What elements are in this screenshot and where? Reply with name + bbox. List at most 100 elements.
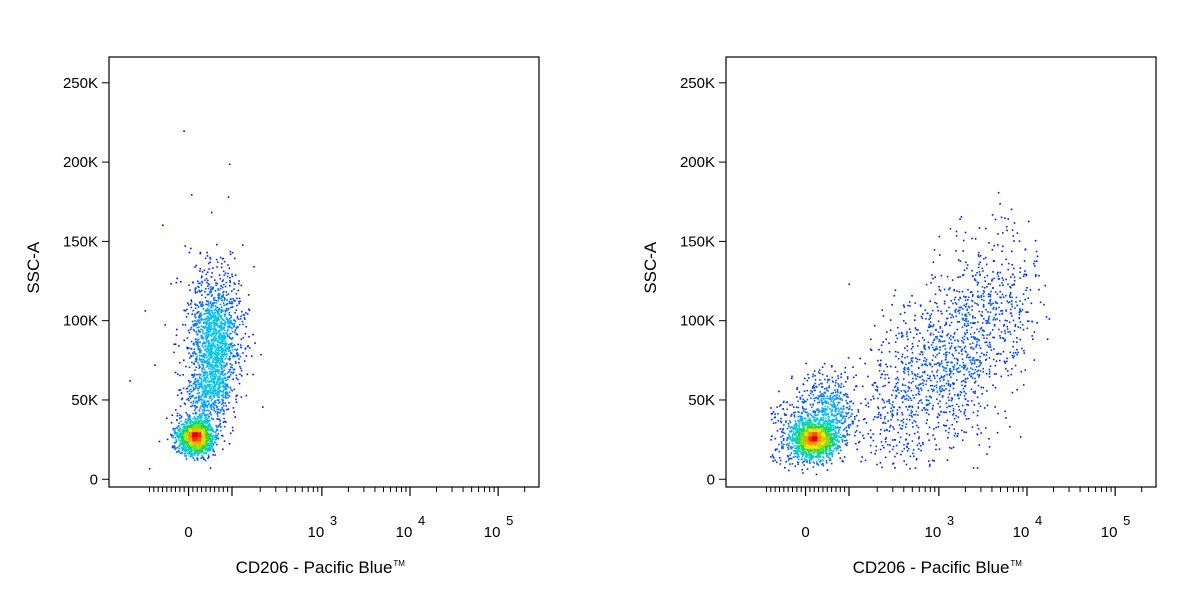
data-point [921, 317, 924, 320]
data-point [923, 360, 925, 362]
data-point [234, 311, 236, 314]
data-point [978, 330, 980, 333]
data-point [986, 334, 989, 336]
data-point [982, 386, 985, 389]
data-point [228, 326, 231, 329]
data-point [894, 467, 896, 469]
data-point [213, 381, 216, 383]
data-point [197, 437, 199, 440]
data-point [227, 319, 230, 321]
data-point [209, 290, 212, 292]
data-point [904, 398, 906, 401]
data-point [196, 333, 198, 336]
data-point [910, 412, 912, 414]
data-point [190, 449, 193, 451]
data-point [217, 390, 220, 393]
data-point [905, 322, 907, 325]
data-point [905, 406, 907, 408]
data-point [204, 322, 206, 324]
data-point [188, 347, 190, 349]
data-point [814, 382, 816, 385]
data-point [200, 328, 202, 331]
data-point [194, 307, 197, 310]
data-point [210, 335, 213, 338]
data-point [219, 256, 222, 259]
data-point [918, 384, 920, 386]
data-point [1007, 370, 1009, 372]
data-point [782, 439, 785, 441]
data-point [915, 458, 918, 461]
data-point [223, 369, 226, 371]
data-point [949, 410, 951, 413]
data-point [229, 432, 232, 435]
data-point [219, 373, 222, 376]
data-point [196, 340, 198, 343]
data-point [848, 427, 850, 429]
data-point [884, 373, 886, 376]
data-point [199, 341, 201, 344]
data-point [1009, 291, 1012, 294]
data-point [204, 409, 206, 412]
data-point [205, 425, 207, 427]
data-point [932, 434, 934, 436]
data-point [229, 373, 232, 376]
data-point [175, 447, 177, 449]
data-point [215, 439, 217, 441]
data-point [957, 359, 959, 362]
data-point [936, 374, 939, 377]
data-point [911, 351, 914, 354]
data-point [960, 391, 963, 394]
data-point [848, 433, 851, 436]
data-point [215, 329, 217, 331]
data-point [971, 269, 973, 272]
data-point [969, 322, 972, 324]
data-point [201, 448, 204, 451]
data-point [972, 391, 975, 393]
data-point [952, 383, 955, 385]
data-point [924, 348, 927, 351]
data-point [923, 339, 926, 341]
data-point [218, 274, 221, 276]
data-point [917, 407, 920, 409]
data-point [922, 313, 924, 315]
data-point [884, 456, 887, 459]
data-point [223, 337, 225, 339]
data-point [963, 295, 965, 298]
data-point [184, 455, 186, 457]
data-point [202, 439, 205, 442]
data-point [971, 295, 974, 297]
data-point [195, 357, 198, 359]
data-point [201, 275, 203, 277]
data-point [776, 448, 778, 450]
data-point [220, 316, 222, 318]
data-point [1001, 309, 1004, 312]
data-point [994, 291, 997, 293]
data-point [1013, 276, 1016, 279]
data-point [178, 445, 180, 448]
data-point [175, 440, 178, 443]
data-point [945, 411, 948, 414]
data-point [1036, 260, 1038, 263]
data-point [208, 341, 210, 344]
data-point [974, 279, 977, 282]
data-point [794, 411, 797, 413]
data-point [215, 355, 218, 358]
data-point [205, 336, 207, 339]
data-point [932, 341, 934, 344]
data-point [201, 436, 203, 438]
data-point [843, 456, 846, 458]
data-point [209, 367, 211, 370]
data-point [935, 329, 937, 331]
data-point [893, 428, 895, 430]
data-point [212, 435, 215, 437]
data-point [1021, 347, 1023, 350]
data-point [880, 359, 882, 362]
data-point [921, 364, 923, 367]
data-point [226, 330, 229, 333]
data-point [205, 339, 208, 341]
data-point [210, 438, 212, 440]
data-point [1007, 262, 1010, 265]
data-point [917, 345, 919, 347]
data-point [826, 375, 828, 377]
data-point [997, 275, 1000, 278]
